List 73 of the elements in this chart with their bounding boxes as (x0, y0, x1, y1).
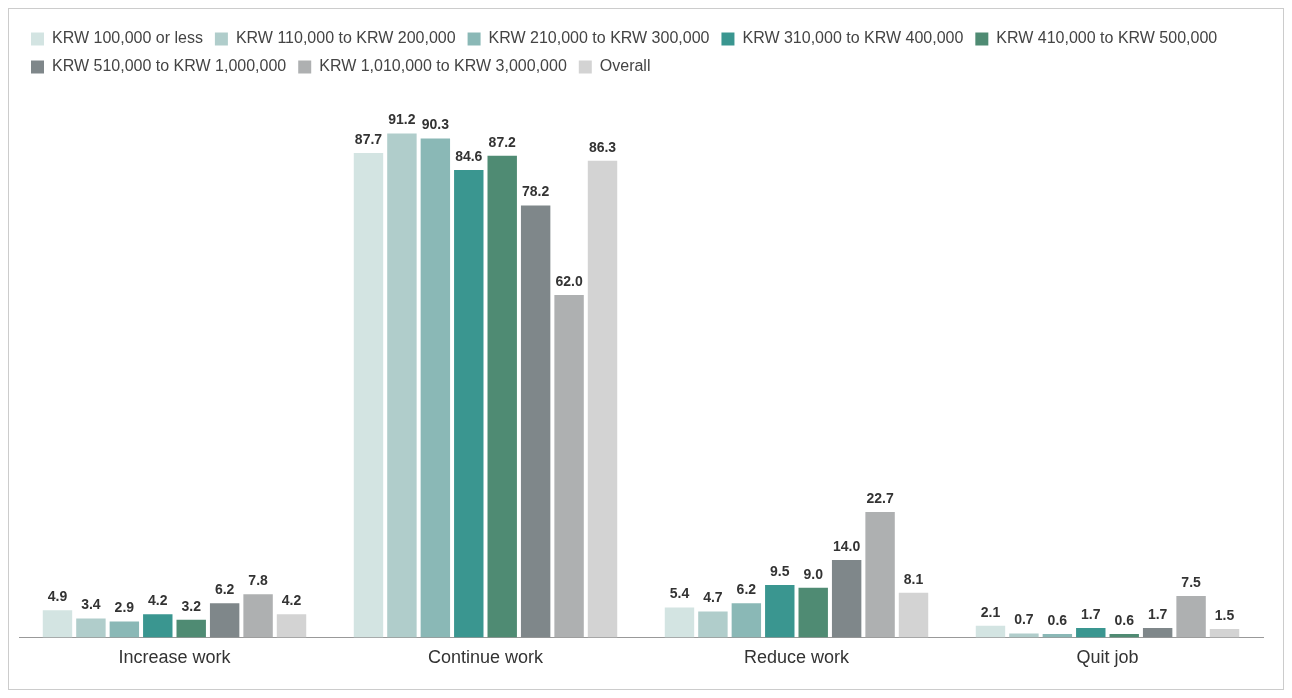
bar (664, 607, 695, 638)
data-label: 14.0 (833, 537, 861, 554)
legend-label: KRW 110,000 to KRW 200,000 (235, 29, 456, 47)
bar (1176, 595, 1206, 638)
data-label: 1.7 (1147, 605, 1168, 622)
x-tick-label: Quit job (1076, 647, 1139, 668)
data-label: 1.7 (1081, 605, 1101, 622)
data-label: 87.7 (354, 130, 383, 147)
data-label: 4.7 (703, 589, 723, 606)
bar (176, 619, 206, 638)
bar (865, 512, 895, 638)
legend-label: KRW 510,000 to KRW 1,000,000 (52, 57, 287, 75)
bar (353, 152, 384, 638)
data-label: 84.6 (455, 147, 483, 164)
bar (798, 587, 828, 638)
data-label: 1.5 (1214, 606, 1235, 623)
bar (76, 618, 106, 638)
data-label: 7.5 (1181, 573, 1202, 590)
x-tick-label: Continue work (427, 647, 545, 668)
data-label: 2.9 (114, 599, 135, 616)
bar (765, 584, 795, 638)
bar (109, 621, 140, 638)
bar (898, 592, 929, 638)
data-label: 3.4 (81, 596, 101, 613)
data-label: 86.3 (588, 138, 617, 155)
bar (487, 155, 517, 638)
bar (1076, 628, 1106, 638)
data-label: 90.3 (421, 116, 450, 133)
legend-label: KRW 100,000 or less (52, 29, 203, 47)
data-label: 3.2 (181, 597, 202, 614)
data-label: 6.2 (736, 581, 757, 598)
legend-label: KRW 310,000 to KRW 400,000 (742, 29, 964, 47)
data-label: 9.0 (803, 565, 824, 582)
x-tick-label: Increase work (118, 647, 232, 668)
data-label: 62.0 (555, 272, 583, 289)
legend-label: Overall (599, 57, 651, 75)
bar (1209, 629, 1240, 638)
data-label: 5.4 (669, 585, 690, 602)
data-label: 9.5 (770, 562, 790, 579)
bar (420, 138, 451, 638)
bar (387, 133, 417, 638)
data-label: 2.1 (980, 603, 1001, 620)
data-label: 4.2 (281, 592, 302, 609)
data-label: 8.1 (903, 570, 924, 587)
data-label: 6.2 (214, 581, 235, 598)
bar (1142, 628, 1173, 638)
bar (698, 611, 728, 638)
data-label: 87.2 (488, 133, 517, 150)
bar (587, 160, 618, 638)
data-label: 7.8 (248, 572, 269, 589)
bar (731, 603, 762, 638)
data-label: 0.6 (1114, 611, 1135, 628)
bar (831, 560, 862, 638)
bar (243, 594, 273, 638)
data-label: 22.7 (866, 489, 894, 506)
data-label: 4.2 (148, 592, 168, 609)
bar (520, 205, 551, 638)
data-label: 91.2 (388, 111, 416, 128)
bar (209, 603, 240, 638)
data-label: 4.9 (47, 588, 68, 605)
data-label: 78.2 (522, 183, 550, 200)
bar (554, 294, 584, 638)
legend-label: KRW 1,010,000 to KRW 3,000,000 (319, 57, 567, 75)
data-label: 0.7 (1014, 611, 1034, 628)
bar (975, 625, 1006, 638)
bar (143, 614, 173, 638)
legend-label: KRW 410,000 to KRW 500,000 (996, 29, 1218, 47)
bar (276, 614, 307, 638)
bar (454, 170, 484, 638)
legend-label: KRW 210,000 to KRW 300,000 (488, 29, 710, 47)
bar (42, 610, 73, 638)
data-label: 0.6 (1047, 611, 1068, 628)
x-tick-label: Reduce work (743, 647, 851, 668)
